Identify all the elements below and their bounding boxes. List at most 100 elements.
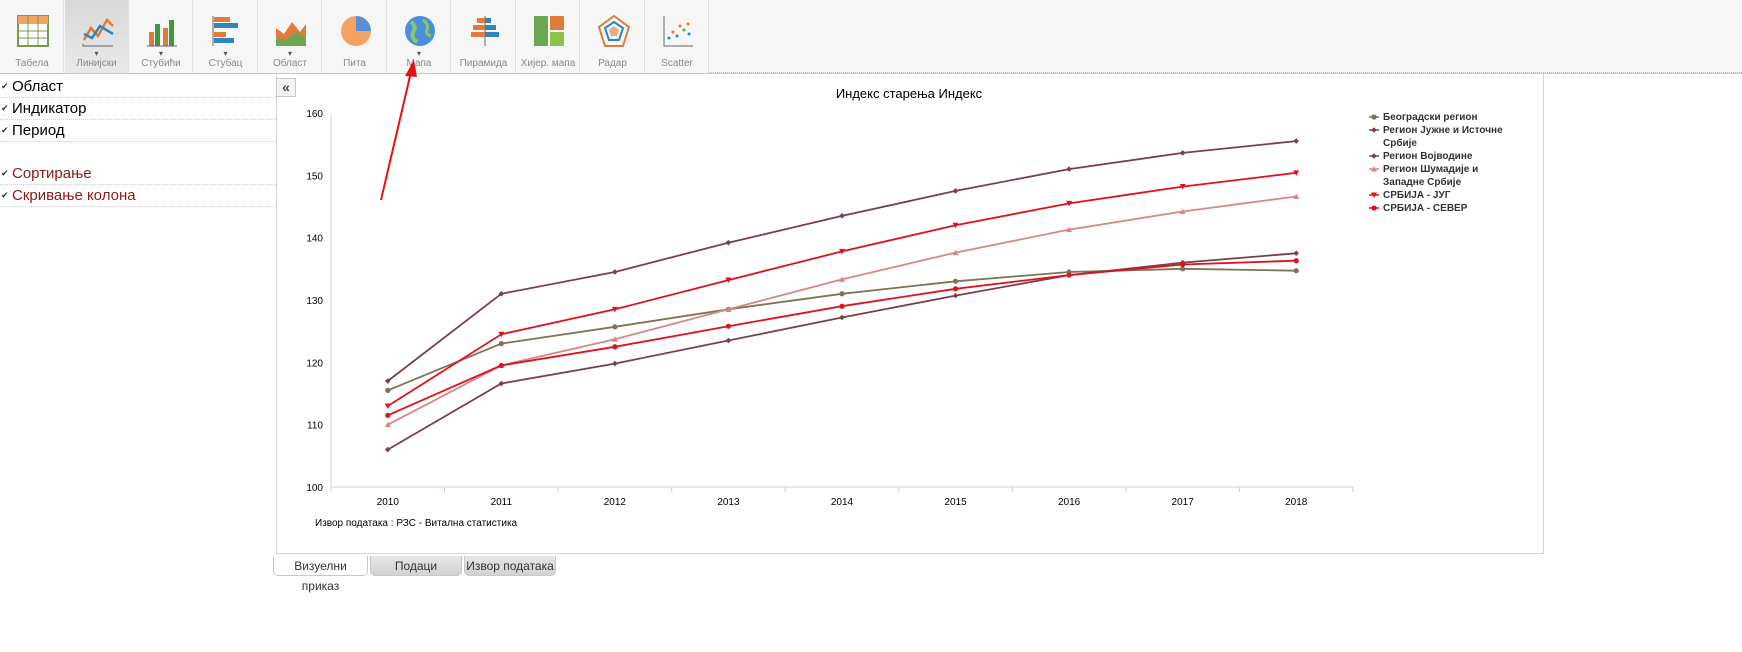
data-point [384, 378, 391, 384]
toolbar-button-label: Scatter [661, 58, 693, 69]
toolbar-button-pie-chart[interactable]: Пита [323, 0, 387, 73]
data-point [1179, 208, 1186, 214]
y-tick-label: 140 [306, 234, 323, 245]
legend-marker [1371, 127, 1377, 133]
data-point [1293, 138, 1300, 144]
data-point [384, 403, 391, 409]
toolbar-button-label: Пита [343, 58, 366, 69]
data-point [839, 276, 845, 282]
chevron-down-icon[interactable]: ▾ [287, 49, 292, 58]
tab-visual[interactable]: Визуелни приказ [273, 556, 368, 593]
legend-label: Београдски регион [1383, 112, 1478, 123]
data-point [725, 306, 732, 312]
legend-label: Западне Србије [1383, 176, 1462, 188]
data-point [1293, 170, 1300, 176]
globe-icon [405, 16, 435, 46]
check-icon: ✔ [1, 81, 9, 91]
chevron-down-icon[interactable]: ▾ [158, 49, 163, 58]
toolbar-button-label: Линијски [76, 58, 117, 69]
legend-label: Регион Јужне и Источне [1383, 125, 1503, 136]
filter-period-label: Период [12, 122, 65, 139]
toolbar-button-table[interactable]: Табела [0, 0, 64, 73]
toolbar-button-label: Стубац [208, 58, 243, 69]
data-point [385, 412, 391, 418]
data-point [612, 269, 618, 275]
data-point [1293, 268, 1299, 274]
data-point [498, 331, 505, 338]
data-point [1066, 166, 1072, 172]
y-tick-label: 130 [306, 296, 323, 307]
toolbar-button-label: Мапа [406, 58, 432, 69]
data-point [1066, 226, 1073, 233]
toolbar-button-area-chart[interactable]: ▾ Област [258, 0, 322, 73]
toolbar-button-label: Радар [598, 58, 627, 69]
check-icon: ✔ [1, 103, 9, 113]
legend-marker [1371, 205, 1377, 211]
x-tick-label: 2014 [831, 497, 854, 508]
data-point [725, 277, 732, 284]
data-point [1180, 261, 1186, 268]
toolbar-button-scatter-chart[interactable]: Scatter [645, 0, 709, 73]
x-tick-label: 2016 [1058, 497, 1081, 508]
tab-data[interactable]: Подаци [370, 556, 462, 576]
toolbar-button-bar-chart[interactable]: ▾ Стубац [194, 0, 258, 73]
line-chart-icon [82, 17, 114, 47]
column-chart-icon [147, 20, 177, 47]
toolbar-button-label: Хијер. мапа [520, 58, 576, 69]
data-point [498, 341, 504, 347]
left-panel: ✔ Област ✔ Индикатор ✔ Период ✔ Сортирањ… [0, 76, 276, 207]
pyramid-chart-icon [470, 16, 499, 46]
data-point [385, 387, 391, 393]
data-point [498, 362, 504, 369]
data-point [725, 337, 732, 344]
data-point [498, 380, 505, 387]
y-tick-label: 150 [306, 171, 323, 182]
source-text: Извор података : РЗС - Витална статистик… [315, 518, 518, 529]
chevron-down-icon[interactable]: ▾ [223, 49, 228, 58]
toolbar-button-radar-chart[interactable]: Радар [581, 0, 645, 73]
chevron-down-icon[interactable]: ▾ [94, 49, 99, 58]
tab-source[interactable]: Извор података [464, 556, 556, 576]
data-point [384, 421, 391, 428]
treemap-icon [534, 16, 564, 46]
chevron-down-icon[interactable]: ▾ [416, 49, 421, 58]
filter-oblast[interactable]: ✔ Област [0, 76, 276, 98]
data-point [952, 222, 959, 229]
filter-period[interactable]: ✔ Период [0, 120, 276, 142]
data-point [612, 360, 618, 367]
filter-oblast-label: Област [12, 78, 64, 95]
legend-label: СРБИЈА - СЕВЕР [1383, 203, 1468, 214]
filter-indikator[interactable]: ✔ Индикатор [0, 98, 276, 120]
data-point [612, 324, 618, 330]
y-tick-label: 110 [307, 421, 323, 432]
chart-title: Индекс старења Индекс [836, 86, 983, 101]
legend-marker [1371, 166, 1377, 172]
data-point [612, 344, 618, 350]
data-point [952, 278, 959, 284]
toolbar-button-line-chart[interactable]: ▾ Линијски [64, 0, 129, 73]
legend-label: Србије [1383, 137, 1417, 149]
y-tick-label: 100 [306, 483, 323, 494]
radar-chart-icon [597, 14, 630, 47]
data-point [1180, 266, 1186, 272]
data-point [839, 213, 845, 219]
data-point [725, 239, 732, 246]
line-chart: Индекс старења Индекс 100 110 120 130 140 150 1… [306, 86, 1503, 529]
toolbar-button-pyramid-chart[interactable]: Пирамида [452, 0, 516, 73]
toolbar-button-column-chart[interactable]: ▾ Стубићи [129, 0, 193, 73]
toolbar-button-treemap[interactable]: Хијер. мапа [516, 0, 580, 73]
check-icon: ✔ [1, 190, 9, 200]
x-tick-label: 2012 [604, 497, 627, 508]
data-point [611, 306, 618, 313]
toolbar-button-globe[interactable]: ▾ Мапа [387, 0, 451, 73]
x-tick-label: 2018 [1285, 497, 1308, 508]
hide-columns-option[interactable]: ✔ Скривање колона [0, 185, 276, 207]
sort-option[interactable]: ✔ Сортирање [0, 163, 276, 185]
data-point [952, 188, 959, 194]
collapse-panel-button[interactable]: « [276, 78, 296, 97]
series-line-5 [387, 259, 1297, 417]
data-point [1179, 150, 1186, 156]
legend-marker [1371, 153, 1377, 159]
x-tick-label: 2017 [1172, 497, 1195, 508]
y-tick-label: 160 [306, 109, 323, 120]
